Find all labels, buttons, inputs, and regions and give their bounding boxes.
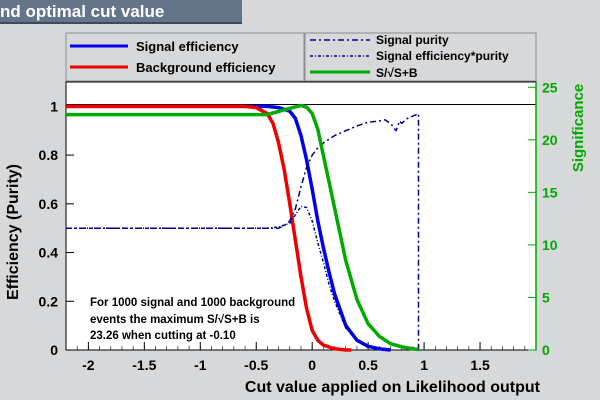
x-tick-label: 0 bbox=[308, 357, 316, 373]
significance-line bbox=[66, 103, 419, 352]
y2-tick-label: 10 bbox=[542, 237, 558, 253]
series-group bbox=[66, 103, 420, 352]
y2-tick-label: 5 bbox=[542, 289, 550, 305]
y-axis-label: Efficiency (Purity) bbox=[5, 164, 22, 300]
y-tick-label: 0.8 bbox=[39, 147, 59, 163]
title-banner: nd optimal cut value bbox=[0, 0, 242, 24]
annotation-line-3: 23.26 when cutting at -0.10 bbox=[90, 330, 236, 342]
legend-purity-label: Signal purity bbox=[376, 33, 449, 47]
y-tick-label: 0.2 bbox=[39, 293, 59, 309]
y2-tick-label: 15 bbox=[542, 184, 558, 200]
plot-frame bbox=[65, 81, 537, 351]
axis-ticks: -2 -1.5 -1 -0.5 0 0.5 1 1.500.20.40.60.81051015… bbox=[39, 79, 558, 373]
legend-left-box bbox=[65, 32, 305, 82]
legend-significance-label: S/√S+B bbox=[376, 66, 418, 80]
x-axis-label: Cut value applied on Likelihood output bbox=[245, 379, 541, 396]
annotation-line-2: events the maximum S/√S+B is bbox=[90, 313, 260, 326]
y2-axis-label: Significance bbox=[570, 84, 587, 172]
annotation-line-1: For 1000 signal and 1000 background bbox=[90, 297, 295, 309]
background-efficiency-line bbox=[66, 104, 352, 352]
x-tick-label: 0.5 bbox=[358, 357, 378, 373]
signal-purity-line bbox=[66, 112, 420, 350]
x-tick-label: -1.5 bbox=[132, 357, 156, 373]
y-tick-label: 0.4 bbox=[39, 245, 59, 261]
window-title: nd optimal cut value bbox=[0, 2, 165, 21]
x-tick-label: -0.5 bbox=[244, 357, 268, 373]
y-tick-label: 0 bbox=[50, 342, 58, 358]
y-tick-label: 1 bbox=[50, 98, 58, 114]
y2-tick-label: 0 bbox=[542, 342, 550, 358]
y-tick-label: 0.6 bbox=[39, 196, 59, 212]
x-tick-label: 1 bbox=[420, 357, 428, 373]
legend-background-label: Background efficiency bbox=[136, 60, 276, 75]
x-tick-label: -2 bbox=[82, 357, 95, 373]
y2-tick-label: 20 bbox=[542, 132, 558, 148]
x-tick-label: 1.5 bbox=[470, 357, 490, 373]
legend-signal-label: Signal efficiency bbox=[136, 39, 239, 54]
y2-tick-label: 25 bbox=[542, 79, 558, 95]
x-tick-label: -1 bbox=[194, 357, 207, 373]
legend-effpurity-label: Signal efficiency*purity bbox=[376, 49, 509, 63]
